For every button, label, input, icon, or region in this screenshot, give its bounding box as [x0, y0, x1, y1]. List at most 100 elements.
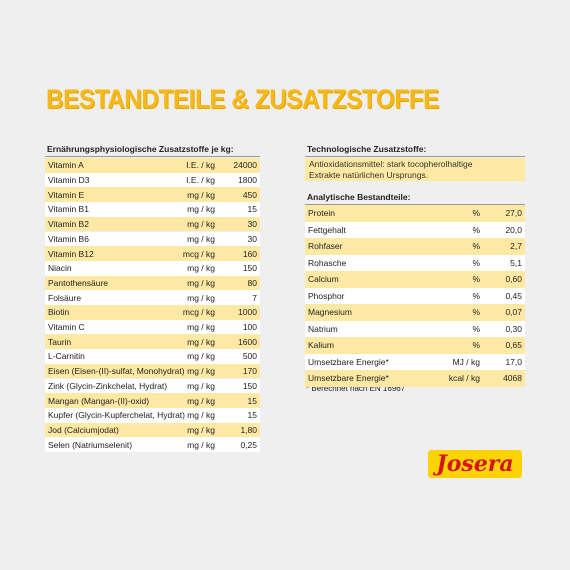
cell-value: 2,7	[510, 241, 522, 252]
cell-name: Calcium	[308, 274, 339, 285]
cell-name: Pantothensäure	[48, 277, 109, 288]
cell-value: 0,07	[505, 307, 522, 318]
table-row: Biotin mcg / kg 1000	[45, 305, 260, 320]
table-row: Umsetzbare Energie* MJ / kg 17,0	[305, 353, 525, 370]
table-row: Zink (Glycin-Zinkchelat, Hydrat) mg / kg 1…	[45, 378, 260, 394]
table-heading: Ernährungsphysiologische Zusatzstoffe je…	[45, 144, 260, 157]
cell-unit: mcg / kg	[182, 248, 215, 259]
table-row: Phosphor% 0,45	[305, 287, 525, 304]
cell-name: Vitamin D3	[48, 175, 90, 186]
cell-unit: mg / kg	[187, 410, 215, 421]
cell-name: Mangan (Mangan-(II)-oxid)	[48, 395, 150, 406]
cell-value: 30	[247, 219, 257, 230]
cell-name: Rohasche	[308, 257, 347, 268]
cell-name: Selen (Natriumselenit)	[48, 439, 133, 450]
cell-unit: mcg / kg	[182, 307, 215, 318]
cell-name: Natrium	[308, 323, 338, 334]
cell-name: Umsetzbare Energie*	[308, 356, 389, 367]
cell-unit: mg / kg	[187, 322, 215, 333]
table-row: Umsetzbare Energie* kcal / kg 4068	[305, 370, 525, 387]
cell-value: 15	[247, 395, 257, 406]
cell-unit: %	[472, 290, 480, 301]
footnote: * Berechnet nach EN 16967	[306, 384, 406, 393]
table-row: Mangan (Mangan-(II)-oxid) mg / kg 15	[45, 393, 260, 408]
cell-value: 150	[242, 380, 257, 391]
table-row: Vitamin B12 mcg / kg 160	[45, 246, 260, 261]
cell-unit: %	[472, 241, 480, 252]
cell-unit: mg / kg	[187, 263, 215, 274]
cell-value: 0,45	[505, 290, 522, 301]
table-row: L-Carnitin mg / kg 500	[45, 349, 260, 364]
cell-unit: mg / kg	[187, 233, 215, 244]
text-box: Antioxidationsmittel: stark tocopherolha…	[305, 158, 525, 181]
cell-name: Rohfaser	[308, 241, 343, 252]
cell-unit: %	[472, 257, 480, 268]
cell-unit: mg / kg	[187, 204, 215, 215]
cell-unit: mg / kg	[187, 189, 215, 200]
cell-name: Biotin	[48, 307, 70, 318]
text-line: Antioxidationsmittel: stark tocopherolha…	[309, 159, 473, 169]
cell-name: Folsäure	[48, 292, 82, 303]
cell-name: Kalium	[308, 340, 334, 351]
cell-unit: mg / kg	[187, 219, 215, 230]
table-row: Rohfaser% 2,7	[305, 238, 525, 255]
cell-unit: %	[472, 274, 480, 285]
cell-unit: mg / kg	[187, 292, 215, 303]
cell-unit: kcal / kg	[448, 373, 480, 384]
table-row: Vitamin E mg / kg 450	[45, 187, 260, 203]
table-row: Vitamin B6 mg / kg 30	[45, 231, 260, 247]
table-row: Selen (Natriumselenit) mg / kg 0,25	[45, 437, 260, 452]
cell-name: Vitamin A	[48, 160, 84, 171]
section-heading: Technologische Zusatzstoffe:	[305, 144, 525, 157]
cell-unit: I.E. / kg	[186, 175, 215, 186]
cell-unit: I.E. / kg	[186, 160, 215, 171]
cell-value: 100	[242, 322, 257, 333]
cell-unit: mg / kg	[187, 366, 215, 377]
text-line: Extrakte natürlichen Ursprungs.	[309, 169, 429, 180]
cell-value: 150	[242, 263, 257, 274]
cell-unit: mg / kg	[187, 424, 215, 435]
table-heading: Analytische Bestandteile:	[305, 192, 525, 205]
table-row: Kalium% 0,65	[305, 337, 525, 354]
cell-value: 15	[247, 410, 257, 421]
cell-unit: %	[472, 323, 480, 334]
table-row: Kupfer (Glycin-Kupferchelat, Hydrat) mg /…	[45, 407, 260, 423]
title: BESTANDTEILE & ZUSATZSTOFFE	[46, 84, 439, 114]
cell-value: 5,1	[510, 257, 522, 268]
cell-unit: mg / kg	[187, 336, 215, 347]
table-row: Vitamin C mg / kg 100	[45, 319, 260, 335]
cell-name: Umsetzbare Energie*	[308, 373, 389, 384]
cell-value: 1800	[238, 175, 257, 186]
table-row: Natrium% 0,30	[305, 320, 525, 337]
cell-value: 160	[242, 248, 257, 259]
cell-value: 30	[247, 233, 257, 244]
cell-value: 1600	[238, 336, 257, 347]
table-row: Vitamin B2 mg / kg 30	[45, 216, 260, 232]
cell-name: Vitamin B1	[48, 204, 89, 215]
cell-value: 0,60	[505, 274, 522, 285]
cell-value: 15	[247, 204, 257, 215]
cell-value: 4068	[503, 373, 522, 384]
cell-name: Phosphor	[308, 290, 345, 301]
cell-value: 0,65	[505, 340, 522, 351]
table-row: Vitamin D3 I.E. / kg 1800	[45, 172, 260, 188]
table-row: Pantothensäure mg / kg 80	[45, 275, 260, 291]
cell-name: Vitamin B2	[48, 219, 89, 230]
cell-name: Vitamin B12	[48, 248, 94, 259]
cell-value: 80	[247, 277, 257, 288]
table-row: Vitamin B1 mg / kg 15	[45, 202, 260, 217]
cell-value: 17,0	[505, 356, 522, 367]
cell-unit: mg / kg	[187, 395, 215, 406]
cell-value: 20,0	[505, 224, 522, 235]
table-row: Protein% 27,0	[305, 205, 525, 222]
cell-name: Vitamin B6	[48, 233, 89, 244]
cell-name: Jod (Calciumjodat)	[48, 424, 119, 435]
table-row: Magnesium% 0,07	[305, 304, 525, 321]
cell-name: Protein	[308, 208, 335, 219]
cell-name: Zink (Glycin-Zinkchelat, Hydrat)	[48, 380, 168, 391]
cell-unit: %	[472, 340, 480, 351]
cell-value: 27,0	[505, 208, 522, 219]
cell-unit: mg / kg	[187, 277, 215, 288]
cell-name: Taurin	[48, 336, 72, 347]
cell-unit: mg / kg	[187, 351, 215, 362]
